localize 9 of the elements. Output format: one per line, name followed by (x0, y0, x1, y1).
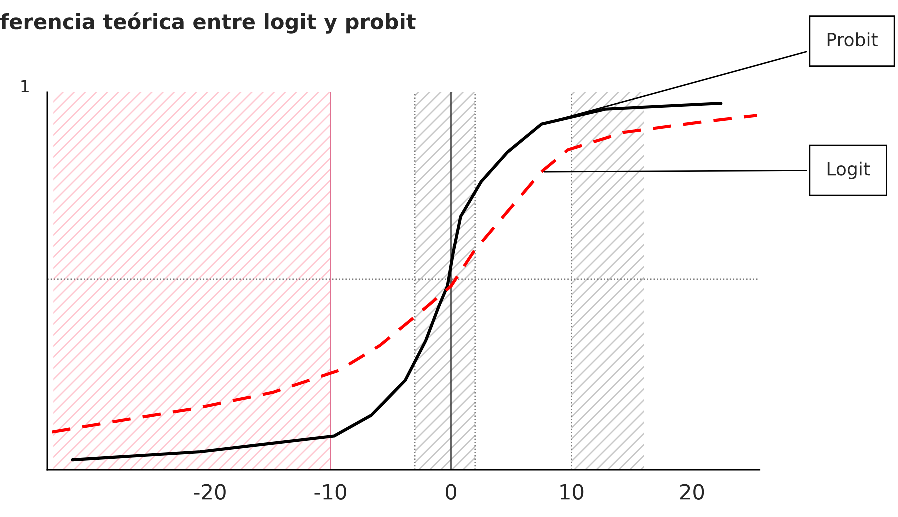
text: Logit (828, 162, 870, 180)
chart-title: ferencia teórica entre logit y probit (0, 12, 416, 34)
text: 1 (22, 80, 29, 92)
x-tick-label: -10 (314, 484, 346, 500)
x-tick-label: 10 (560, 484, 584, 500)
x-tick-label: 0 (446, 484, 456, 500)
x-tick-label: -20 (194, 484, 226, 500)
x-tick-label: 20 (680, 484, 704, 500)
text: Probit (828, 32, 878, 47)
